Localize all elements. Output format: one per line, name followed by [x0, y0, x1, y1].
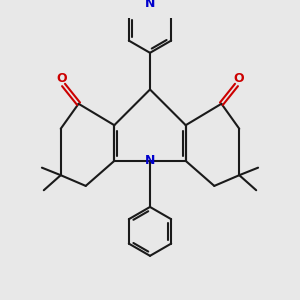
Text: O: O	[233, 72, 244, 85]
Text: N: N	[145, 154, 155, 167]
Text: N: N	[145, 0, 155, 11]
Text: O: O	[56, 72, 67, 85]
